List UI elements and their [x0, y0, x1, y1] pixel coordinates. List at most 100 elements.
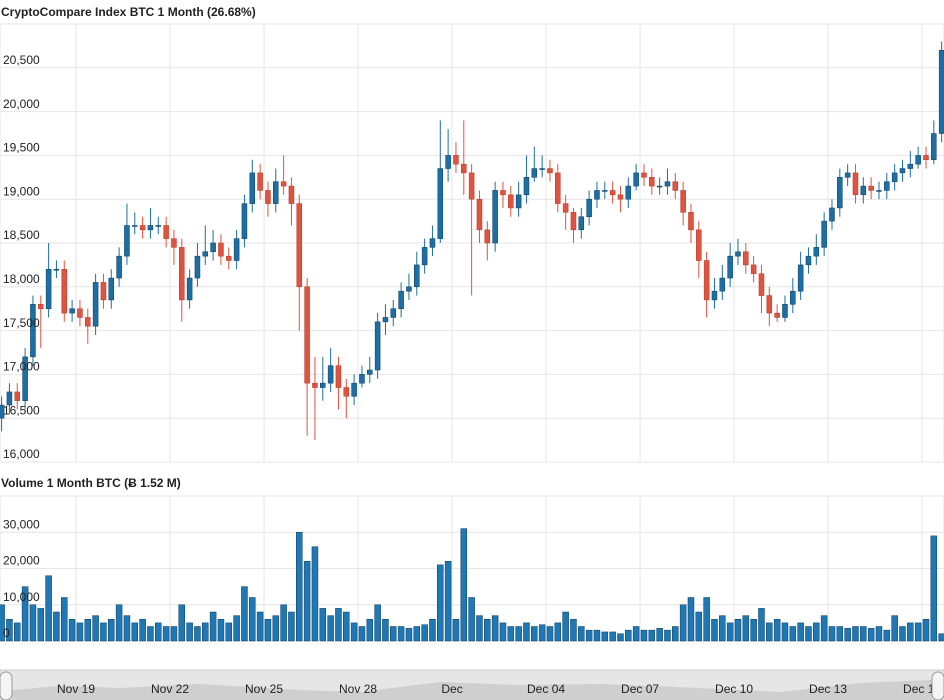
candle-body	[265, 190, 271, 204]
volume-bar	[225, 622, 233, 642]
candle-body	[837, 177, 843, 209]
labels: 16,000 16,500 17,000 17,500 18,000 18,500 19,0…	[3, 53, 941, 696]
candle-body	[743, 251, 749, 266]
candle-body	[163, 225, 169, 239]
x-tick-label: Dec 13	[809, 682, 847, 696]
volume-bar	[828, 626, 836, 642]
volume-bar	[460, 528, 468, 642]
volume-bar	[703, 597, 710, 642]
volume-bar	[695, 611, 703, 642]
y-tick-label: 18,000	[3, 272, 40, 286]
candle-body	[327, 365, 334, 384]
volume-bar	[194, 626, 201, 642]
candle-body	[171, 238, 177, 248]
y-tick-label: 19,500	[3, 141, 40, 155]
candle-body	[406, 286, 412, 292]
volume-bar	[366, 619, 374, 642]
candle-body	[696, 229, 702, 261]
volume-bar	[617, 633, 624, 642]
volume-bar	[914, 622, 922, 642]
navigator-handle[interactable]	[0, 671, 13, 700]
candle-body	[53, 269, 60, 271]
chart-title: CryptoCompare Index BTC 1 Month (26.68%)	[1, 5, 256, 19]
volume-bar	[820, 615, 828, 642]
candle-body	[77, 308, 83, 318]
volume-bar	[233, 615, 240, 642]
volume-bar	[554, 622, 562, 642]
volume-bar	[538, 624, 546, 642]
candle-body	[257, 172, 263, 191]
candle-body	[688, 212, 694, 231]
navigator-handle[interactable]	[931, 671, 944, 700]
volume-bar	[37, 608, 45, 642]
candle-body	[758, 273, 765, 296]
volume-bar	[209, 611, 217, 642]
x-tick-label: Dec 10	[715, 682, 753, 696]
volume-bar	[280, 604, 287, 642]
candle-body	[555, 172, 561, 204]
candle-body	[124, 225, 130, 257]
volume-bar	[343, 611, 350, 642]
volume-bar	[742, 615, 750, 642]
volume-bar	[773, 619, 781, 642]
y-tick-label: 19,000	[3, 184, 40, 198]
volume-bar	[421, 624, 428, 642]
volume-bar	[484, 619, 491, 642]
volume-bar	[186, 622, 193, 642]
candle-body	[155, 225, 162, 227]
volume-bar	[202, 622, 209, 642]
volume-bar	[264, 619, 272, 642]
candle-body	[390, 308, 397, 318]
volume-bar	[437, 564, 444, 642]
candle-body	[547, 168, 553, 174]
volume-bar	[0, 604, 5, 642]
candle-body	[852, 172, 859, 196]
candle-body	[367, 369, 373, 375]
candle-body	[484, 229, 491, 244]
volume-bar	[601, 631, 609, 642]
x-tick-label: Dec 04	[527, 682, 565, 696]
volume-bar	[45, 575, 52, 642]
volume-bar	[155, 622, 162, 642]
volume-bar	[531, 626, 538, 642]
candle-body	[680, 190, 686, 213]
volume-bar	[711, 619, 718, 642]
candle-body	[602, 190, 608, 192]
candle-body	[374, 321, 381, 371]
volume-bar	[570, 619, 577, 642]
candle-body	[719, 277, 726, 292]
volume-bar	[249, 597, 256, 642]
candle-body	[476, 198, 483, 231]
volume-bar	[562, 611, 569, 642]
volume-bar	[546, 626, 554, 642]
candle-body	[735, 251, 741, 257]
volume-bar	[726, 622, 734, 642]
volume-bar	[523, 622, 530, 642]
candle-body	[790, 290, 796, 305]
volume-bar	[390, 626, 397, 642]
candle-body	[805, 255, 812, 266]
candle-body	[108, 277, 115, 301]
volume-bar	[76, 622, 84, 642]
volume-bar	[844, 628, 851, 642]
candle-body	[241, 203, 248, 239]
candle-body	[296, 203, 303, 288]
candle-body	[280, 181, 287, 187]
candle-body	[617, 194, 624, 200]
volume-bar	[805, 626, 812, 642]
candle-body	[179, 247, 185, 301]
candle-body	[233, 238, 240, 261]
volume-bar	[640, 629, 648, 642]
candle-body	[884, 181, 890, 191]
volume-bar	[922, 619, 930, 642]
volume-bar	[883, 629, 891, 642]
candle-body	[116, 255, 122, 279]
volume-bar	[899, 626, 906, 642]
volume-bar	[123, 615, 131, 642]
volume-bar	[131, 622, 139, 642]
candle-body	[539, 168, 545, 170]
candle-body	[907, 163, 914, 169]
volume-bar	[578, 626, 585, 642]
marks	[0, 41, 944, 642]
